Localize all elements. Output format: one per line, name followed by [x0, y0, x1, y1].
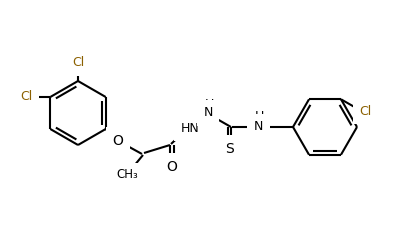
Text: Cl: Cl [72, 57, 84, 70]
Text: O: O [166, 160, 177, 174]
Text: S: S [225, 142, 233, 156]
Text: N: N [203, 106, 213, 119]
Text: H: H [254, 110, 264, 124]
Text: H: H [204, 98, 214, 112]
Text: O: O [113, 134, 124, 148]
Text: HN: HN [181, 122, 199, 134]
Text: Cl: Cl [359, 105, 371, 118]
Text: N: N [253, 121, 263, 134]
Text: CH₃: CH₃ [116, 168, 138, 182]
Text: Cl: Cl [20, 91, 32, 103]
